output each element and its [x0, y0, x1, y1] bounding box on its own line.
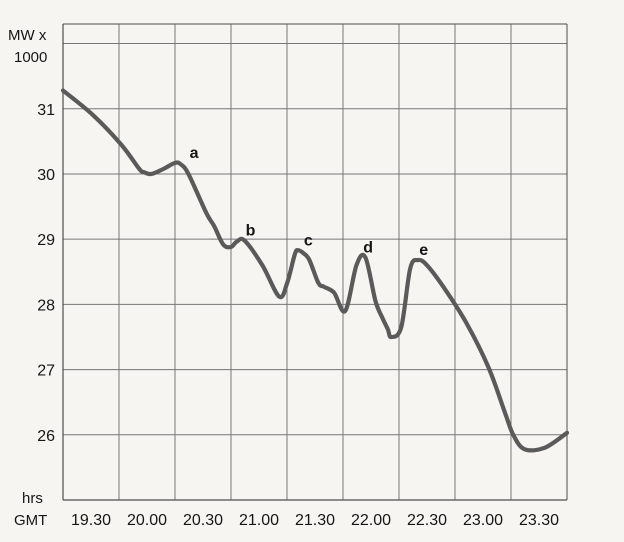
- grid-layer: [63, 24, 567, 500]
- label-layer: MW x 1000 hrs GMT: [8, 27, 47, 529]
- y-tick-label: 27: [37, 363, 55, 380]
- load-curve-line: [60, 88, 570, 453]
- x-tick-label: 22.30: [407, 512, 447, 529]
- x-tick-label: 20.00: [127, 512, 167, 529]
- y-axis-unit-line-2: 1000: [14, 49, 47, 66]
- y-axis-unit-line-1: MW x: [8, 27, 47, 44]
- x-axis-unit-line-2: GMT: [14, 512, 47, 529]
- x-tick-label: 23.00: [463, 512, 503, 529]
- x-tick-label: 21.00: [239, 512, 279, 529]
- x-tick-label: 19.30: [71, 512, 111, 529]
- annotation-label-d: d: [363, 239, 373, 256]
- x-tick-label: 21.30: [295, 512, 335, 529]
- y-tick-label: 30: [37, 167, 55, 184]
- annotation-label-e: e: [419, 242, 428, 259]
- x-tick-label: 20.30: [183, 512, 223, 529]
- series-layer: [60, 88, 570, 453]
- y-tick-label: 28: [37, 297, 55, 314]
- y-tick-label: 29: [37, 232, 55, 249]
- axes-layer: 31 30 29 28 27 26 19.30 20.00 20.30 21.00 21.30 22.…: [37, 23, 568, 529]
- annotation-label-a: a: [190, 145, 199, 162]
- annotation-label-c: c: [304, 232, 313, 249]
- x-axis-unit-line-1: hrs: [22, 490, 43, 507]
- x-tick-label: 22.00: [351, 512, 391, 529]
- y-tick-label: 31: [37, 102, 55, 119]
- annotation-label-b: b: [246, 222, 256, 239]
- x-tick-label: 23.30: [519, 512, 559, 529]
- annotation-layer: a b c d e: [190, 145, 429, 259]
- y-tick-label: 26: [37, 428, 55, 445]
